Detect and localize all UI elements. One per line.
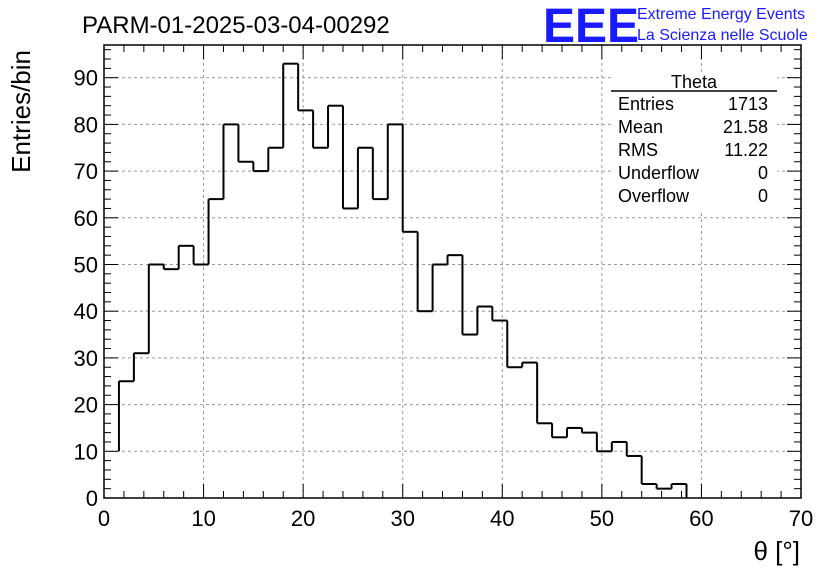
stat-value-overflow: 0 [758,186,768,206]
logo-line-1: Extreme Energy Events [637,6,805,23]
x-axis-label: θ [°] [753,536,800,566]
stat-label-entries: Entries [618,94,674,114]
stats-box: Theta Entries 1713 Mean 21.58 RMS 11.22 … [611,72,777,213]
stat-label-underflow: Underflow [618,163,700,183]
x-tick-label: 70 [789,506,813,531]
x-tick-label: 30 [390,506,414,531]
x-tick-label: 60 [689,506,713,531]
y-tick-label: 20 [74,393,98,418]
x-tick-label: 40 [490,506,514,531]
x-tick-label: 20 [291,506,315,531]
x-tick-label: 10 [191,506,215,531]
stats-title: Theta [671,72,718,92]
chart-title: PARM-01-2025-03-04-00292 [82,12,390,39]
y-tick-label: 0 [86,486,98,511]
histogram [117,62,688,498]
stat-label-mean: Mean [618,117,663,137]
eee-logo: EEE Extreme Energy Events La Scienza nel… [543,0,808,53]
stats-background [611,75,777,213]
grid [104,45,801,498]
y-tick-label: 30 [74,346,98,371]
x-tick-label: 50 [590,506,614,531]
logo-line-2: La Scienza nelle Scuole [637,27,808,44]
y-tick-label: 80 [74,112,98,137]
logo-mark: EEE [543,0,639,53]
x-tick-labels: 0 10 20 30 40 50 60 70 [98,506,813,531]
x-tick-label: 0 [98,506,110,531]
stat-value-rms: 11.22 [724,140,768,160]
stat-label-rms: RMS [618,140,658,160]
y-tick-label: 40 [74,299,98,324]
y-tick-label: 90 [74,66,98,91]
stat-value-underflow: 0 [758,163,768,183]
y-tick-label: 10 [74,439,98,464]
plot-frame [103,44,802,499]
stat-value-mean: 21.58 [723,117,768,137]
y-tick-label: 60 [74,206,98,231]
y-tick-labels: 0 10 20 30 40 50 60 70 80 90 [74,66,98,511]
stat-label-overflow: Overflow [618,186,690,206]
y-tick-label: 70 [74,159,98,184]
axis-ticks [103,45,802,499]
stat-value-entries: 1713 [728,94,768,114]
y-axis-label: Entries/bin [6,50,36,173]
y-tick-label: 50 [74,252,98,277]
